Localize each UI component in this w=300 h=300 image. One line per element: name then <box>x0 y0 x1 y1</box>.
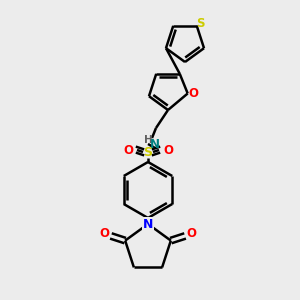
Text: O: O <box>163 143 173 157</box>
Text: N: N <box>150 137 160 151</box>
Text: S: S <box>143 146 152 158</box>
Text: N: N <box>143 218 153 230</box>
Text: S: S <box>196 17 205 30</box>
Text: H: H <box>144 135 152 145</box>
Text: O: O <box>189 87 199 100</box>
Text: O: O <box>99 227 109 240</box>
Text: O: O <box>187 227 197 240</box>
Text: O: O <box>123 143 133 157</box>
